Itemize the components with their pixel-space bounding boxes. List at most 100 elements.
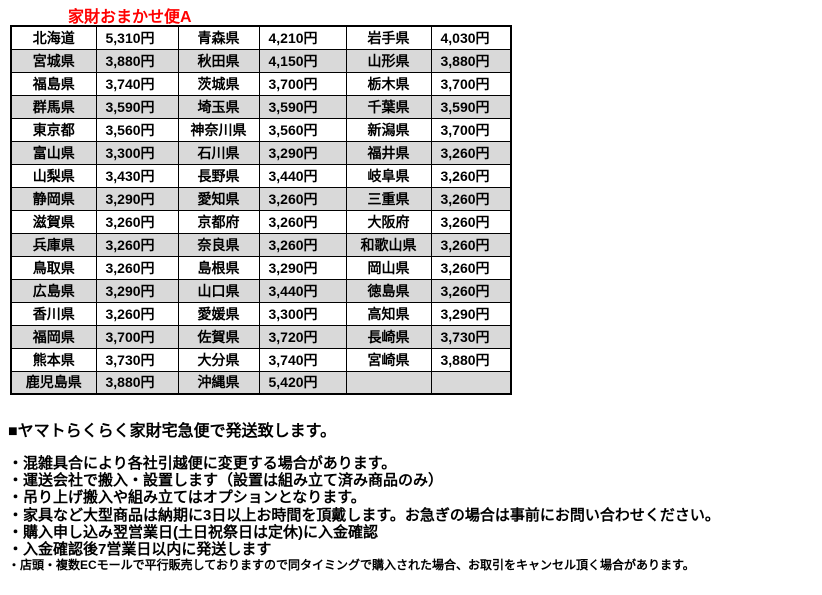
price-cell: 3,880円 xyxy=(430,48,512,73)
price-cell: 3,260円 xyxy=(430,140,512,165)
prefecture-cell: 神奈川県 xyxy=(177,117,260,142)
prefecture-cell: 石川県 xyxy=(177,140,260,165)
prefecture-cell: 福島県 xyxy=(10,71,97,96)
note-item: ・運送会社で搬入・設置します（設置は組み立て済み商品のみ） xyxy=(8,472,444,490)
price-cell: 3,300円 xyxy=(258,301,347,326)
price-cell: 3,590円 xyxy=(95,94,179,119)
price-cell: 3,300円 xyxy=(95,140,179,165)
prefecture-cell: 茨城県 xyxy=(177,71,260,96)
price-cell: 3,880円 xyxy=(95,370,179,395)
prefecture-cell: 青森県 xyxy=(177,25,260,50)
notes-list: ・混雑具合により各社引越便に変更する場合があります。 ・運送会社で搬入・設置します… xyxy=(8,455,720,558)
price-cell xyxy=(430,370,512,395)
note-item: ・家具など大型商品は納期に3日以上お時間を頂戴します。お急ぎの場合は事前にお問い… xyxy=(8,506,720,524)
price-cell: 3,880円 xyxy=(430,347,512,372)
prefecture-cell: 千葉県 xyxy=(345,94,432,119)
table-title: 家財おまかせ便A xyxy=(68,9,192,26)
prefecture-cell: 大分県 xyxy=(177,347,260,372)
shipping-table-body: 北海道 5,310円 青森県 4,210円 岩手県 4,030円 宮城県 3,880円 秋田県 4… xyxy=(10,25,512,395)
price-cell: 4,210円 xyxy=(258,25,347,50)
table-row: 群馬県 3,590円 埼玉県 3,590円 千葉県 3,590円 xyxy=(10,94,512,119)
prefecture-cell: 愛媛県 xyxy=(177,301,260,326)
price-cell: 3,700円 xyxy=(95,324,179,349)
note-item: ・入金確認後7営業日以内に発送します xyxy=(8,541,272,559)
shipping-method-heading: ■ヤマトらくらく家財宅急便で発送致します。 xyxy=(8,423,337,440)
prefecture-cell: 山口県 xyxy=(177,278,260,303)
note-item: ・混雑具合により各社引越便に変更する場合があります。 xyxy=(8,455,397,472)
prefecture-cell: 岐阜県 xyxy=(345,163,432,188)
table-row: 香川県 3,260円 愛媛県 3,300円 高知県 3,290円 xyxy=(10,301,512,326)
table-row: 福島県 3,740円 茨城県 3,700円 栃木県 3,700円 xyxy=(10,71,512,96)
price-cell: 3,260円 xyxy=(430,163,512,188)
prefecture-cell: 新潟県 xyxy=(345,117,432,142)
prefecture-cell: 大阪府 xyxy=(345,209,432,234)
table-row: 兵庫県 3,260円 奈良県 3,260円 和歌山県 3,260円 xyxy=(10,232,512,257)
prefecture-cell: 岩手県 xyxy=(345,25,432,50)
prefecture-cell: 鳥取県 xyxy=(10,255,97,280)
table-row: 福岡県 3,700円 佐賀県 3,720円 長崎県 3,730円 xyxy=(10,324,512,349)
price-cell: 3,290円 xyxy=(258,255,347,280)
table-row: 富山県 3,300円 石川県 3,290円 福井県 3,260円 xyxy=(10,140,512,165)
prefecture-cell: 山梨県 xyxy=(10,163,97,188)
price-cell: 3,260円 xyxy=(430,209,512,234)
price-cell: 3,560円 xyxy=(258,117,347,142)
price-cell: 3,740円 xyxy=(258,347,347,372)
price-cell: 3,260円 xyxy=(95,301,179,326)
table-row: 熊本県 3,730円 大分県 3,740円 宮崎県 3,880円 xyxy=(10,347,512,372)
price-cell: 3,430円 xyxy=(95,163,179,188)
price-cell: 3,440円 xyxy=(258,278,347,303)
prefecture-cell xyxy=(345,370,432,395)
prefecture-cell: 三重県 xyxy=(345,186,432,211)
prefecture-cell: 沖縄県 xyxy=(177,370,260,395)
table-row: 鹿児島県 3,880円 沖縄県 5,420円 xyxy=(10,370,512,395)
price-cell: 3,740円 xyxy=(95,71,179,96)
table-row: 静岡県 3,290円 愛知県 3,260円 三重県 3,260円 xyxy=(10,186,512,211)
prefecture-cell: 東京都 xyxy=(10,117,97,142)
note-item: ・吊り上げ搬入や組み立てはオプションとなります。 xyxy=(8,489,366,507)
cancellation-footnote: ・店頭・複数ECモールで平行販売しておりますので同タイミングで購入された場合、お… xyxy=(8,558,695,572)
prefecture-cell: 長野県 xyxy=(177,163,260,188)
prefecture-cell: 徳島県 xyxy=(345,278,432,303)
price-cell: 5,420円 xyxy=(258,370,347,395)
prefecture-cell: 栃木県 xyxy=(345,71,432,96)
table-row: 山梨県 3,430円 長野県 3,440円 岐阜県 3,260円 xyxy=(10,163,512,188)
price-cell: 3,260円 xyxy=(258,209,347,234)
price-cell: 3,700円 xyxy=(430,117,512,142)
price-cell: 3,560円 xyxy=(95,117,179,142)
prefecture-cell: 静岡県 xyxy=(10,186,97,211)
prefecture-cell: 愛知県 xyxy=(177,186,260,211)
note-item: ・購入申し込み翌営業日(土日祝祭日は定休)に入金確認 xyxy=(8,523,378,541)
prefecture-cell: 兵庫県 xyxy=(10,232,97,257)
price-cell: 4,030円 xyxy=(430,25,512,50)
prefecture-cell: 長崎県 xyxy=(345,324,432,349)
prefecture-cell: 香川県 xyxy=(10,301,97,326)
table-row: 北海道 5,310円 青森県 4,210円 岩手県 4,030円 xyxy=(10,25,512,50)
price-cell: 3,260円 xyxy=(95,209,179,234)
table-row: 鳥取県 3,260円 島根県 3,290円 岡山県 3,260円 xyxy=(10,255,512,280)
prefecture-cell: 群馬県 xyxy=(10,94,97,119)
price-cell: 3,440円 xyxy=(258,163,347,188)
prefecture-cell: 北海道 xyxy=(10,25,97,50)
table-row: 東京都 3,560円 神奈川県 3,560円 新潟県 3,700円 xyxy=(10,117,512,142)
prefecture-cell: 滋賀県 xyxy=(10,209,97,234)
prefecture-cell: 宮崎県 xyxy=(345,347,432,372)
shipping-rate-table: 北海道 5,310円 青森県 4,210円 岩手県 4,030円 宮城県 3,880円 秋田県 4… xyxy=(10,25,512,395)
price-cell: 3,880円 xyxy=(95,48,179,73)
price-cell: 3,700円 xyxy=(430,71,512,96)
price-cell: 3,260円 xyxy=(258,232,347,257)
table-row: 滋賀県 3,260円 京都府 3,260円 大阪府 3,260円 xyxy=(10,209,512,234)
notes-section: ■ヤマトらくらく家財宅急便で発送致します。 ・混雑具合により各社引越便に変更する… xyxy=(8,417,720,558)
prefecture-cell: 佐賀県 xyxy=(177,324,260,349)
price-cell: 3,260円 xyxy=(430,255,512,280)
price-cell: 3,720円 xyxy=(258,324,347,349)
prefecture-cell: 島根県 xyxy=(177,255,260,280)
prefecture-cell: 岡山県 xyxy=(345,255,432,280)
price-cell: 3,260円 xyxy=(430,186,512,211)
price-cell: 3,260円 xyxy=(430,278,512,303)
price-cell: 3,590円 xyxy=(430,94,512,119)
prefecture-cell: 熊本県 xyxy=(10,347,97,372)
price-cell: 4,150円 xyxy=(258,48,347,73)
price-cell: 3,700円 xyxy=(258,71,347,96)
price-cell: 3,260円 xyxy=(95,255,179,280)
table-row: 広島県 3,290円 山口県 3,440円 徳島県 3,260円 xyxy=(10,278,512,303)
